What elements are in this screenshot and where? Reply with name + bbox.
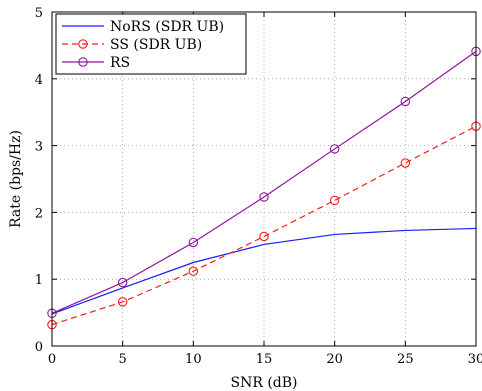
series-layer [47, 46, 481, 330]
data-point-ss-sdr-ub [188, 266, 199, 276]
legend-marker-ss-sdr-ub [78, 39, 88, 49]
series-line-nors-sdr-ub [51, 227, 477, 315]
data-point-ss-sdr-ub [259, 231, 269, 242]
y-tick-label: 0 [35, 340, 43, 355]
legend-label-rs: RS [110, 55, 130, 71]
data-point-rs [259, 192, 269, 202]
data-point-ss-sdr-ub [400, 158, 411, 168]
y-tick-label: 2 [35, 206, 43, 221]
data-point-ss-sdr-ub [329, 195, 340, 206]
x-axis-label: SNR (dB) [230, 375, 297, 391]
x-tick-label: 30 [468, 352, 482, 367]
data-point-rs [329, 144, 340, 154]
legend: NoRS (SDR UB) SS (SDR UB) RS [55, 13, 247, 75]
data-point-rs [400, 96, 411, 107]
y-tick-label: 1 [35, 273, 43, 288]
legend-label-ss-sdr-ub: SS (SDR UB) [110, 37, 202, 53]
x-tick-label: 5 [119, 352, 127, 367]
data-point-rs [188, 237, 199, 248]
data-point-rs [117, 277, 128, 288]
grid-lines [52, 12, 476, 346]
axis-ticks: 0 5 10 15 20 25 30 0 1 2 3 4 5 [35, 6, 482, 367]
legend-label-nors-sdr-ub: NoRS (SDR UB) [110, 19, 224, 35]
x-tick-label: 20 [326, 352, 343, 367]
x-tick-label: 0 [48, 352, 56, 367]
y-axis-label: Rate (bps/Hz) [8, 130, 24, 228]
data-point-ss-sdr-ub [117, 297, 128, 307]
legend-marker-rs [78, 57, 88, 67]
x-tick-label: 25 [397, 352, 414, 367]
y-tick-label: 4 [35, 73, 43, 88]
series-line-ss-sdr-ub [51, 125, 477, 326]
series-line-rs [51, 50, 477, 314]
x-tick-label: 10 [185, 352, 202, 367]
y-tick-label: 3 [35, 140, 43, 155]
x-tick-label: 15 [256, 352, 273, 367]
y-tick-label: 5 [35, 6, 43, 21]
